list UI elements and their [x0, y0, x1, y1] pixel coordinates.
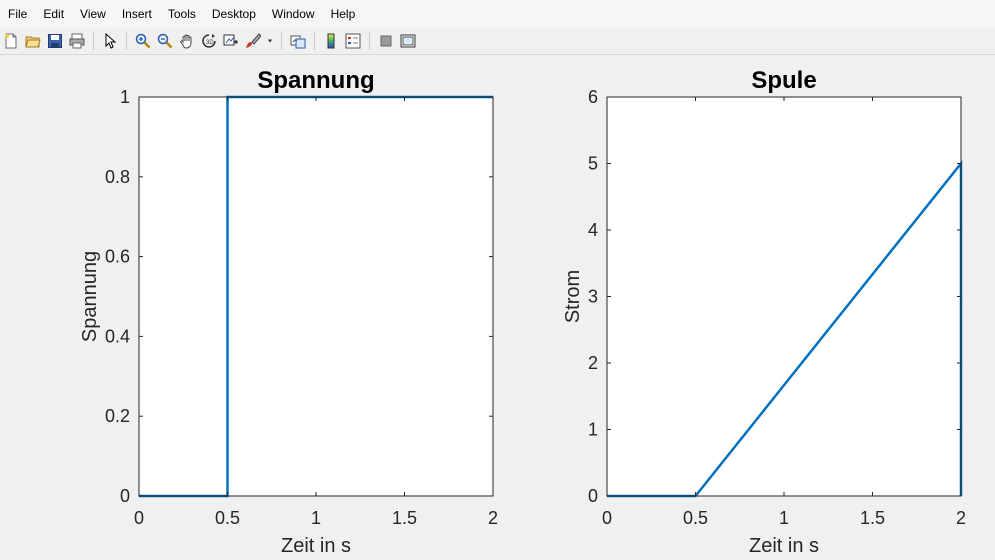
show-plot-tools-button[interactable]	[397, 30, 419, 52]
menu-help[interactable]: Help	[330, 7, 356, 21]
y-tick-label: 1	[120, 87, 130, 107]
print-icon	[69, 33, 85, 49]
open-file-button[interactable]	[22, 30, 44, 52]
toolbar-separator	[314, 32, 315, 50]
axes-spule: 0 0.5 1 1.5 2 0 1 2 3 4 5 6 Spule Zeit in s Strom	[562, 67, 966, 557]
y-tick-label: 0	[588, 486, 598, 506]
save-icon	[48, 34, 62, 48]
save-button[interactable]	[44, 30, 66, 52]
x-axis-label: Zeit in s	[281, 535, 351, 557]
new-figure-icon	[5, 33, 17, 49]
menu-insert[interactable]: Insert	[121, 7, 152, 21]
brush-button[interactable]	[242, 30, 264, 52]
y-axis-label: Strom	[562, 270, 584, 323]
select-pointer-button[interactable]	[99, 30, 121, 52]
brush-dropdown-button[interactable]	[264, 30, 276, 52]
link-plot-icon	[290, 35, 306, 49]
brush-icon	[246, 33, 261, 48]
y-tick-label: 4	[588, 220, 598, 240]
menu-desktop[interactable]: Desktop	[211, 7, 256, 21]
menu-file[interactable]: File	[8, 7, 28, 21]
x-axis-label: Zeit in s	[749, 535, 819, 557]
show-plot-tools-icon	[400, 34, 416, 48]
y-axis-label: Spannung	[79, 251, 101, 342]
x-tick-label: 0	[602, 508, 612, 528]
y-tick-label: 1	[588, 420, 598, 440]
hide-plot-tools-icon	[380, 35, 392, 47]
figure-toolbar: 3D	[0, 28, 995, 55]
data-cursor-icon	[223, 34, 238, 46]
toolbar-separator	[126, 32, 127, 50]
pan-hand-icon	[180, 34, 192, 49]
y-tick-label: 0.2	[105, 406, 130, 426]
svg-text:3D: 3D	[206, 40, 214, 46]
x-tick-label: 2	[488, 508, 498, 528]
colorbar-icon	[327, 33, 335, 49]
menu-view[interactable]: View	[80, 7, 106, 21]
menu-window[interactable]: Window	[271, 7, 315, 21]
rotate-3d-button[interactable]: 3D	[198, 30, 220, 52]
axes-spannung: 0 0.5 1 1.5 2 0 0.2 0.4 0.6 0.8 1 Spannung Zeit in s…	[79, 67, 498, 557]
figure-canvas: 0 0.5 1 1.5 2 0 0.2 0.4 0.6 0.8 1 Spannung Zeit in s…	[79, 67, 966, 557]
zoom-in-icon	[135, 33, 151, 49]
y-tick-label: 0	[120, 486, 130, 506]
x-tick-label: 2	[956, 508, 966, 528]
colorbar-button[interactable]	[320, 30, 342, 52]
x-tick-label: 1.5	[860, 508, 885, 528]
x-tick-label: 1.5	[392, 508, 417, 528]
plot-area	[607, 97, 961, 496]
zoom-out-button[interactable]	[154, 30, 176, 52]
zoom-in-button[interactable]	[132, 30, 154, 52]
print-button[interactable]	[66, 30, 88, 52]
chart-title: Spannung	[257, 67, 374, 94]
toolbar-separator	[93, 32, 94, 50]
pan-hand-button[interactable]	[176, 30, 198, 52]
rotate-3d-icon: 3D	[202, 34, 216, 48]
link-plot-button[interactable]	[287, 30, 309, 52]
y-tick-label: 0.8	[105, 167, 130, 187]
y-tick-label: 0.4	[105, 326, 130, 346]
chart-title: Spule	[751, 67, 816, 94]
plot-area	[139, 97, 493, 496]
x-tick-label: 1	[779, 508, 789, 528]
menu-tools[interactable]: Tools	[167, 7, 196, 21]
toolbar-separator	[369, 32, 370, 50]
x-tick-label: 0	[134, 508, 144, 528]
y-tick-label: 3	[588, 287, 598, 307]
x-tick-label: 1	[311, 508, 321, 528]
y-tick-label: 0.6	[105, 247, 130, 267]
zoom-out-icon	[157, 33, 173, 49]
x-tick-label: 0.5	[683, 508, 708, 528]
menu-edit[interactable]: Edit	[43, 7, 65, 21]
legend-icon	[345, 33, 361, 49]
y-tick-label: 5	[588, 154, 598, 174]
select-pointer-icon	[105, 33, 117, 49]
y-tick-label: 6	[588, 87, 598, 107]
hide-plot-tools-button[interactable]	[375, 30, 397, 52]
brush-dropdown-icon	[267, 39, 273, 43]
y-tick-label: 2	[588, 353, 598, 373]
menu-bar: File Edit View Insert Tools Desktop Window Help	[0, 0, 995, 28]
toolbar-separator	[281, 32, 282, 50]
data-cursor-button[interactable]	[220, 30, 242, 52]
x-tick-label: 0.5	[215, 508, 240, 528]
legend-button[interactable]	[342, 30, 364, 52]
new-figure-button[interactable]	[0, 30, 22, 52]
open-file-icon	[25, 36, 41, 48]
